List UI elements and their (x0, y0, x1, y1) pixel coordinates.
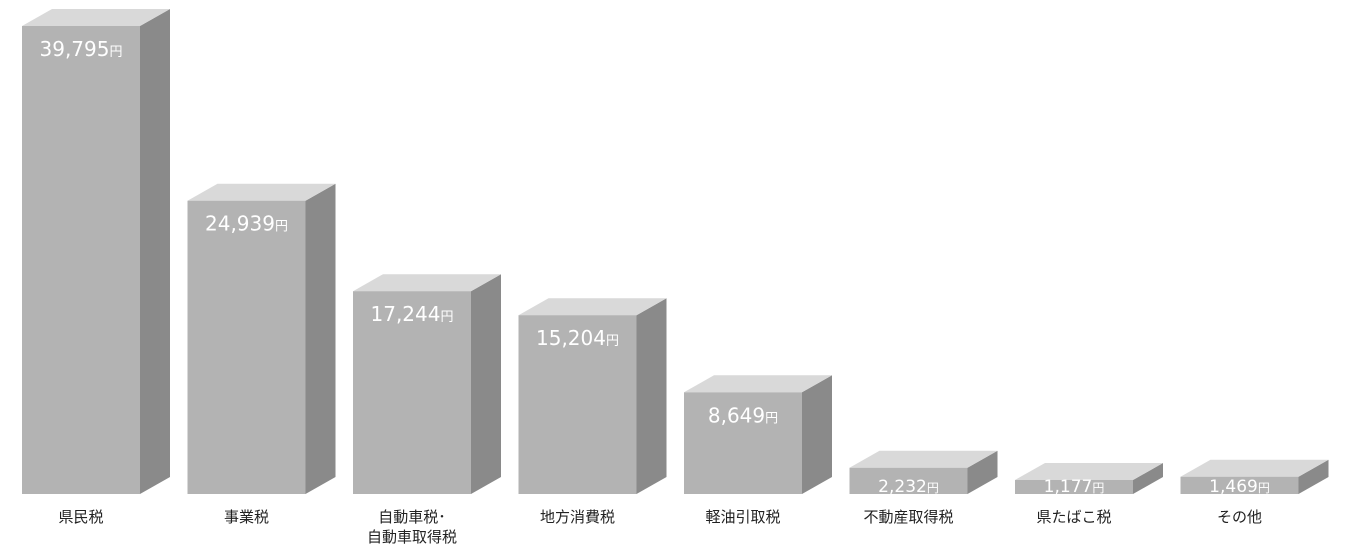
value-label: 15,204円 (536, 326, 619, 350)
value-unit: 円 (1092, 481, 1104, 495)
bar-side (802, 375, 832, 494)
value-label: 24,939円 (205, 212, 288, 236)
category-label-line: 県民税 (58, 508, 103, 526)
bar-front (187, 200, 306, 495)
value-unit: 円 (1258, 481, 1270, 495)
bar-front (684, 392, 802, 494)
bar-side (1133, 463, 1163, 494)
value-unit: 円 (109, 45, 122, 60)
bar-top (1180, 459, 1329, 477)
value-label: 17,244円 (371, 302, 454, 326)
bar-side (305, 183, 336, 495)
bar-side (967, 450, 998, 494)
value-unit: 円 (440, 310, 453, 325)
category-label: 軽油引取税 (705, 508, 780, 526)
bar-front (22, 26, 140, 494)
category-label: 事業税 (224, 508, 269, 526)
value-unit: 円 (765, 411, 778, 426)
value-unit: 円 (927, 481, 939, 495)
bar-front (353, 291, 471, 494)
category-label-line: 軽油引取税 (705, 508, 780, 526)
value-label: 1,469円 (1209, 477, 1270, 497)
value-number: 39,795 (40, 37, 110, 61)
bar-front (1015, 480, 1133, 494)
bar-side (471, 274, 501, 494)
value-number: 17,244 (371, 302, 441, 326)
value-label: 1,177円 (1044, 477, 1105, 497)
bar-top (187, 183, 336, 201)
value-label: 8,649円 (708, 403, 778, 427)
category-label: 県民税 (58, 508, 103, 526)
value-unit: 円 (275, 220, 288, 235)
category-label-line: 自動車税･ (378, 508, 446, 526)
bar-side (636, 298, 667, 494)
value-unit: 円 (606, 334, 619, 349)
category-label: 地方消費税 (540, 508, 615, 526)
category-label-line: 自動車取得税 (367, 528, 457, 546)
category-label-line: 事業税 (224, 508, 269, 526)
category-label-line: 不動産取得税 (863, 508, 953, 526)
bar-top (849, 450, 998, 468)
category-label-line: その他 (1217, 508, 1262, 526)
bar-front (518, 315, 637, 494)
bar-side (140, 9, 170, 494)
category-label: 自動車税･ 自動車取得税 (367, 508, 457, 546)
category-label-line: 地方消費税 (540, 508, 615, 526)
value-number: 8,649 (708, 403, 765, 427)
value-label: 39,795円 (40, 37, 123, 61)
bar-front (1180, 476, 1299, 494)
value-number: 1,177 (1044, 477, 1093, 497)
bar-side (1298, 459, 1329, 494)
bar-top (518, 298, 667, 316)
category-label-line: 県たばこ税 (1036, 508, 1111, 526)
bar-top (1015, 463, 1163, 480)
bar-top (684, 375, 832, 393)
category-label: 不動産取得税 (863, 508, 953, 526)
category-label: その他 (1217, 508, 1262, 526)
value-label: 2,232円 (878, 477, 939, 497)
value-number: 1,469 (1209, 477, 1258, 497)
bar-front (849, 467, 968, 494)
value-number: 15,204 (536, 326, 606, 350)
value-number: 24,939 (205, 212, 275, 236)
bar-top (353, 274, 501, 292)
category-label: 県たばこ税 (1036, 508, 1111, 526)
bar-top (22, 9, 170, 26)
value-number: 2,232 (878, 477, 927, 497)
